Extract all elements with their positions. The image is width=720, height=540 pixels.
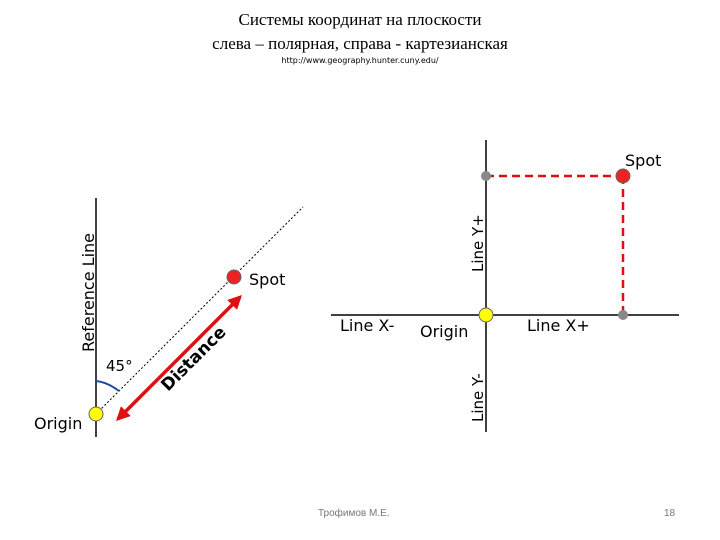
line-y-minus-label: Line Y-	[469, 373, 487, 422]
line-y-plus-label: Line Y+	[469, 214, 487, 272]
cartesian-spot-label: Spot	[625, 151, 661, 170]
angle-label: 45°	[106, 357, 133, 375]
line-x-plus-label: Line X+	[527, 316, 590, 335]
source-url: http://www.geography.hunter.cuny.edu/	[281, 56, 439, 65]
polar-origin-point	[88, 406, 104, 422]
cartesian-origin-label: Origin	[420, 322, 468, 341]
polar-spot-label: Spot	[249, 270, 285, 289]
reference-line-label: Reference Line	[79, 233, 98, 352]
polar-origin-label: Origin	[34, 414, 82, 433]
cartesian-spot-point	[615, 168, 631, 184]
polar-spot-point	[226, 269, 242, 285]
slide-title-line1: Системы координат на плоскости	[238, 10, 482, 29]
distance-label: Distance	[157, 322, 230, 395]
distance-arrow	[116, 295, 242, 421]
cartesian-origin-point	[478, 307, 494, 323]
polar-ray	[95, 206, 304, 415]
cartesian-system: Spot Line Y+ Line Y- Line X- Line X+ Ori…	[331, 140, 679, 432]
author-footer: Трофимов М.Е.	[318, 508, 390, 519]
x-projection-point	[618, 310, 628, 320]
slide-title-line2: слева – полярная, справа - картезианская	[212, 34, 508, 53]
polar-system: Reference Line Spot 45° Distance Origin	[34, 198, 304, 437]
angle-arc	[95, 380, 120, 392]
y-projection-point	[481, 171, 491, 181]
line-x-minus-label: Line X-	[340, 316, 394, 335]
page-number: 18	[664, 508, 676, 519]
